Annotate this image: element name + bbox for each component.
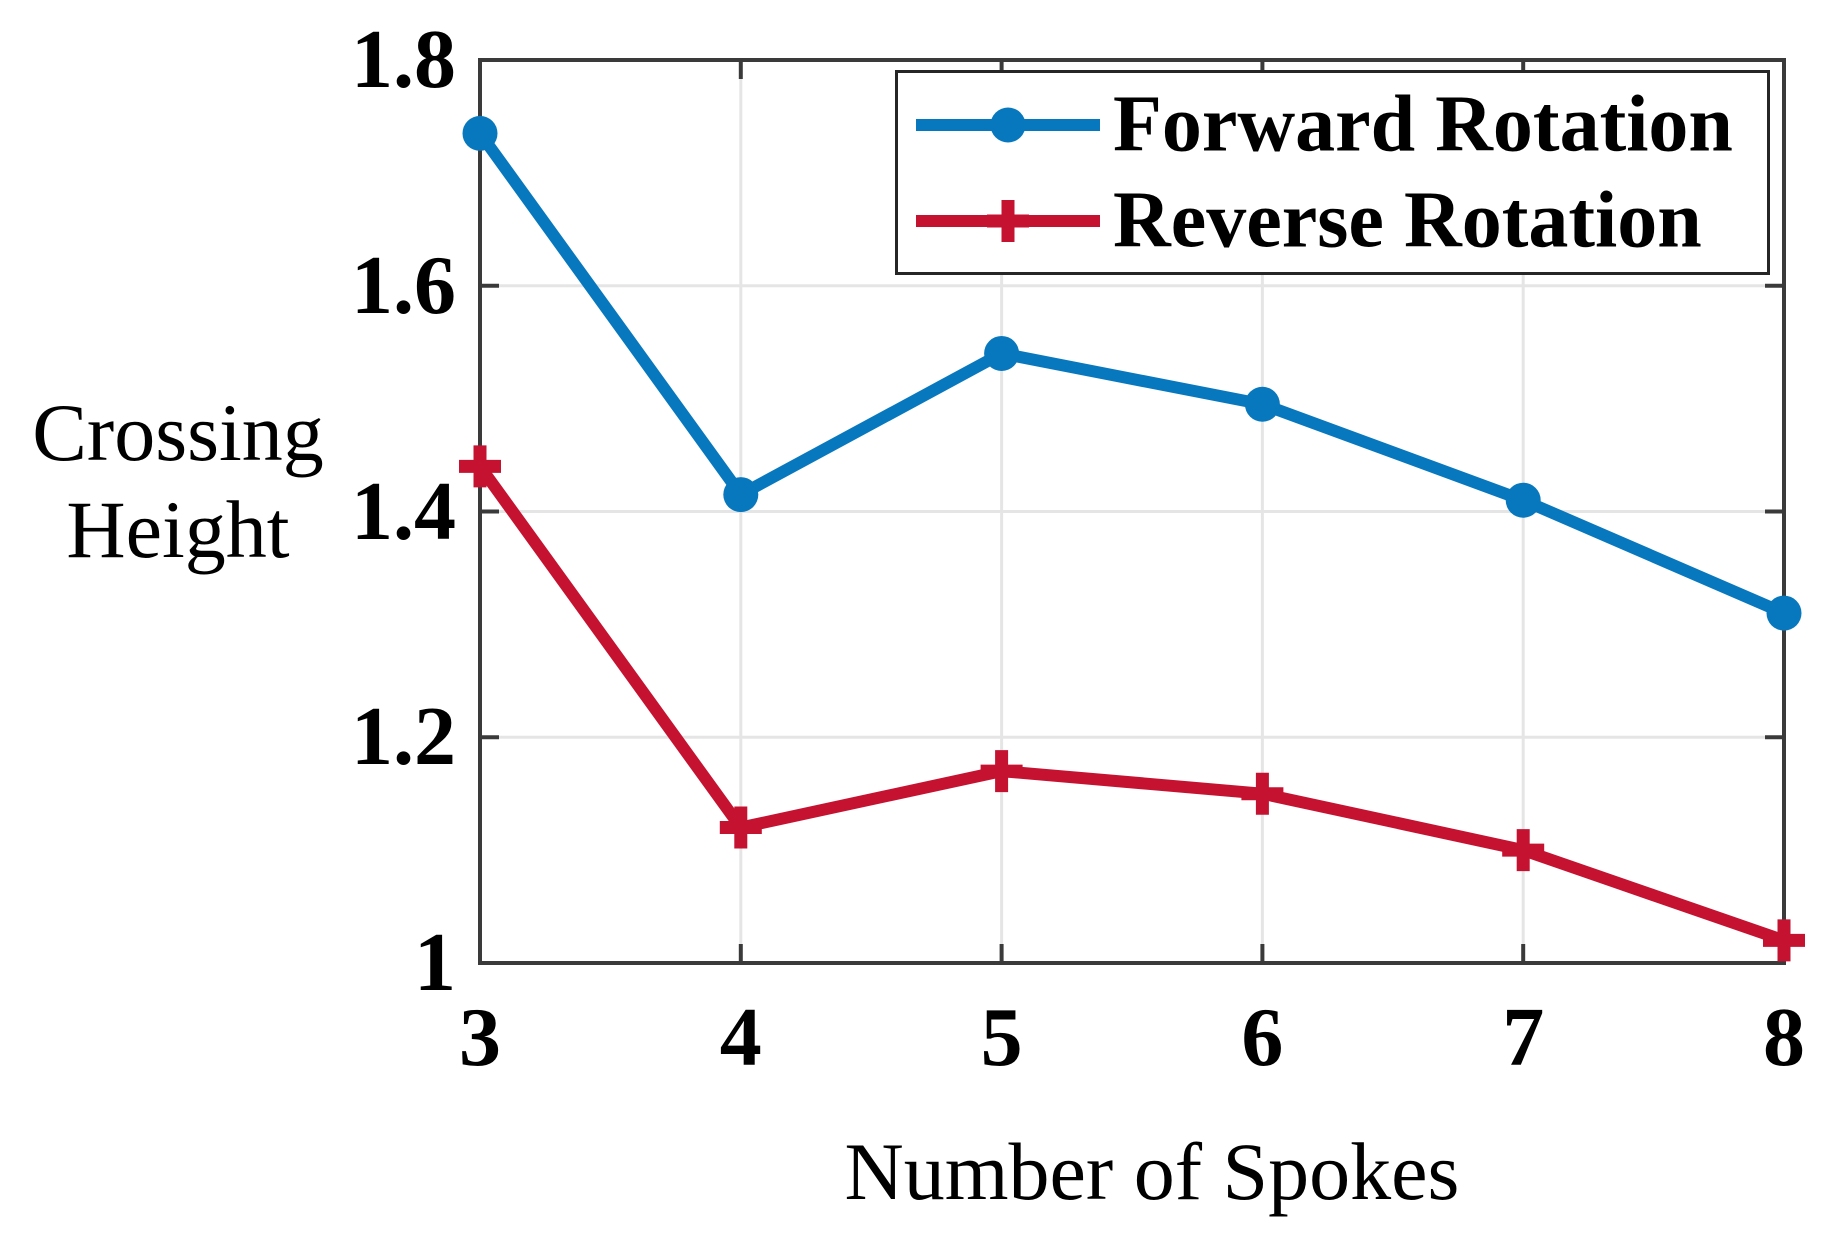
forward-rotation-marker xyxy=(1766,595,1802,631)
reverse-rotation-line xyxy=(474,460,1790,947)
y-tick-label: 1.8 xyxy=(351,13,456,106)
x-axis-title: Number of Spokes xyxy=(844,1126,1460,1217)
y-tick-label: 1.6 xyxy=(351,238,456,332)
y-tick-label: 1.4 xyxy=(351,464,456,558)
reverse-rotation-marker xyxy=(1502,829,1545,872)
forward-rotation-line-marker-icon xyxy=(912,77,1104,173)
x-tick-label: 5 xyxy=(980,991,1023,1084)
legend-item-reverse-rotation: Reverse Rotation xyxy=(898,173,1767,269)
reverse-rotation-marker xyxy=(1241,772,1284,815)
y-axis-title-line2: Height xyxy=(66,484,290,575)
reverse-rotation-marker xyxy=(719,806,762,849)
legend-label-forward-rotation: Forward Rotation xyxy=(1113,80,1733,169)
reverse-rotation-sample-marker xyxy=(987,200,1029,242)
x-tick-label: 6 xyxy=(1241,991,1284,1084)
x-tick-label: 8 xyxy=(1763,991,1805,1084)
forward-rotation-marker xyxy=(462,115,498,151)
forward-rotation-sample-marker xyxy=(990,107,1026,143)
y-tick-label: 1 xyxy=(414,916,456,1009)
x-tick-label: 7 xyxy=(1502,991,1545,1084)
forward-rotation-marker xyxy=(1505,482,1541,518)
forward-rotation-marker xyxy=(723,477,759,513)
y-axis-title-line1: Crossing xyxy=(32,387,324,478)
legend-label-reverse-rotation: Reverse Rotation xyxy=(1113,176,1702,265)
forward-rotation-line xyxy=(474,127,1790,620)
x-tick-label: 3 xyxy=(459,991,501,1084)
forward-rotation-marker xyxy=(984,335,1020,371)
y-axis-title: Crossing Height xyxy=(6,384,350,578)
reverse-rotation-marker xyxy=(1763,919,1805,962)
reverse-rotation-sample-svg xyxy=(916,200,1100,242)
reverse-rotation-marker xyxy=(980,750,1023,793)
legend: Forward Rotation Reverse Rotation xyxy=(895,70,1770,275)
forward-rotation-marker xyxy=(1244,386,1280,422)
legend-item-forward-rotation: Forward Rotation xyxy=(898,77,1767,173)
y-tick-label: 1.2 xyxy=(351,690,456,784)
reverse-rotation-marker xyxy=(459,445,501,488)
forward-rotation-sample-svg xyxy=(916,107,1100,143)
reverse-rotation-line-marker-icon xyxy=(912,173,1104,269)
x-tick-label: 4 xyxy=(719,991,762,1084)
